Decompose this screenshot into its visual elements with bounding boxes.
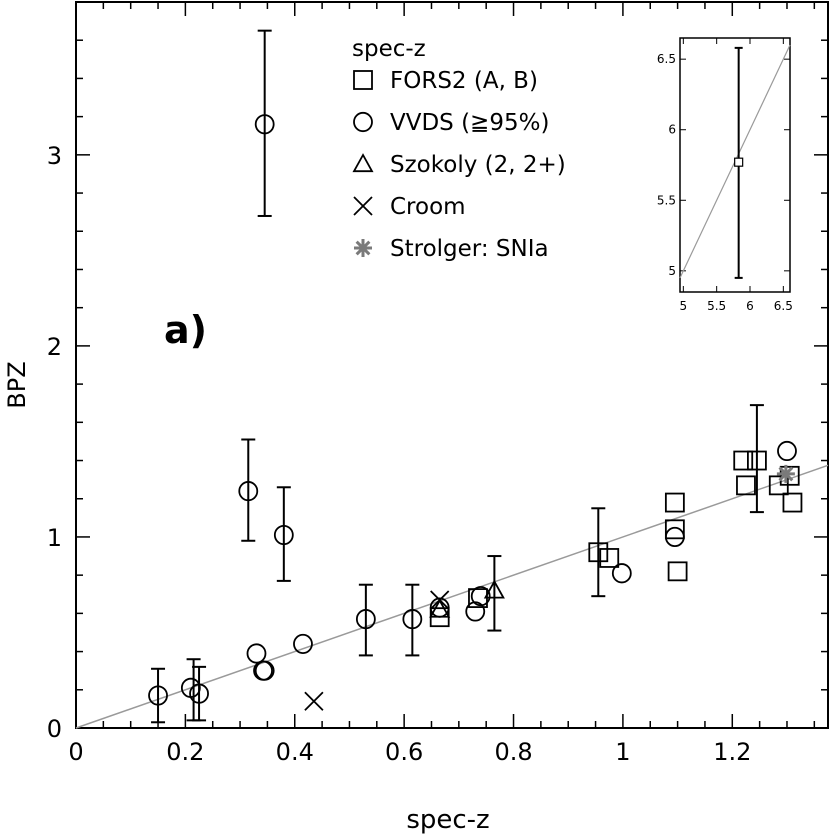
data-point-circle — [465, 601, 486, 622]
data-point-square — [664, 519, 685, 540]
data-point-circle — [402, 609, 423, 630]
data-point-square — [782, 492, 803, 513]
data-point-circle — [470, 586, 491, 607]
legend-entry: Szokoly (2, 2+) — [352, 152, 566, 178]
data-point-cross — [430, 590, 450, 610]
x-tick-label: 0.4 — [276, 738, 314, 766]
legend-entry: Croom — [353, 194, 466, 220]
legend-marker-square — [353, 70, 373, 90]
data-point-square — [664, 492, 685, 513]
error-bar — [487, 555, 502, 632]
data-point-triangle — [429, 598, 451, 618]
y-tick-label: 1 — [47, 524, 62, 552]
data-point-square — [599, 548, 620, 568]
data-point-square — [779, 465, 800, 486]
data-point-circle — [246, 643, 267, 664]
legend-marker-cross — [353, 196, 373, 216]
legend-entry-label: VVDS (≧95%) — [390, 110, 549, 136]
y-tick-label: 2 — [47, 333, 62, 361]
x-tick-label: 1.2 — [713, 738, 751, 766]
inset-x-tick-label: 5 — [680, 299, 688, 313]
error-bar — [257, 29, 272, 217]
data-point-circle — [777, 440, 797, 462]
data-point-circle — [254, 114, 275, 135]
data-point-circle — [293, 633, 313, 655]
data-point-circle — [355, 609, 376, 630]
legend-entry: VVDS (≧95%) — [353, 110, 549, 136]
legend-entry-label: Szokoly (2, 2+) — [390, 152, 566, 178]
data-point-square — [588, 542, 609, 563]
data-point-square — [667, 561, 688, 582]
legend-marker-triangle — [352, 153, 374, 173]
panel-label: a) — [164, 308, 207, 352]
data-point-circle — [254, 660, 275, 681]
inset-x-tick-label: 5.5 — [707, 299, 726, 313]
legend-marker-asterisk — [354, 239, 372, 257]
inset-data-point-square — [734, 157, 744, 167]
data-point-triangle — [483, 579, 505, 599]
error-bar — [192, 665, 207, 722]
x-tick-label: 0.6 — [385, 738, 423, 766]
legend-entry-label: FORS2 (A, B) — [390, 68, 538, 94]
error-bar — [358, 583, 373, 657]
plot-frame — [75, 1, 829, 729]
legend-entry: Strolger: SNIa — [354, 236, 549, 262]
legend-entry-label: Strolger: SNIa — [390, 236, 549, 262]
x-tick-label: 0.2 — [166, 738, 204, 766]
error-bar — [276, 486, 291, 582]
inset-x-tick-label: 6 — [746, 299, 754, 313]
inset-y-tick-label: 5 — [668, 264, 676, 278]
x-axis-label: spec-z — [406, 805, 489, 835]
data-point-asterisk — [776, 464, 795, 483]
error-bar — [749, 404, 764, 514]
error-bar — [151, 667, 166, 724]
y-tick-label: 3 — [47, 142, 62, 170]
x-tick-label: 0 — [68, 738, 83, 766]
error-bar — [591, 507, 606, 598]
data-point-square — [736, 475, 756, 496]
data-point-square — [733, 450, 754, 471]
legend-entry: FORS2 (A, B) — [353, 68, 538, 94]
legend: spec-z FORS2 (A, B) VVDS (≧95%) Szokoly (2… — [352, 36, 566, 262]
error-bar — [241, 438, 256, 542]
data-point-circle — [189, 683, 209, 704]
y-tick-label: 0 — [47, 715, 62, 743]
data-point-circle — [611, 563, 632, 584]
x-tick-label: 0.8 — [494, 738, 532, 766]
legend-entry-label: Croom — [390, 194, 466, 220]
data-point-circle — [273, 524, 294, 546]
legend-marker-circle — [353, 111, 373, 133]
data-point-cross — [304, 691, 324, 711]
inset-x-tick-label: 6.5 — [774, 299, 793, 313]
data-point-circle — [148, 685, 168, 706]
x-tick-label: 1 — [615, 738, 630, 766]
main-data-marks — [75, 29, 829, 729]
y-axis-label: BPZ — [3, 361, 31, 408]
inset-plot: 5 5.5 6 6.5 5 5.5 6 6.5 — [657, 37, 793, 313]
data-point-square — [747, 450, 767, 471]
data-point-circle — [238, 481, 259, 502]
inset-y-tick-label: 5.5 — [657, 193, 676, 207]
error-bar — [405, 583, 420, 657]
legend-title: spec-z — [352, 36, 426, 62]
inset-y-tick-label: 6 — [668, 123, 676, 137]
data-point-circle — [664, 526, 685, 548]
main-axes: 0 0.2 0.4 0.6 0.8 1 1.2 0 1 2 3 — [47, 1, 829, 766]
inset-y-tick-label: 6.5 — [657, 52, 676, 66]
